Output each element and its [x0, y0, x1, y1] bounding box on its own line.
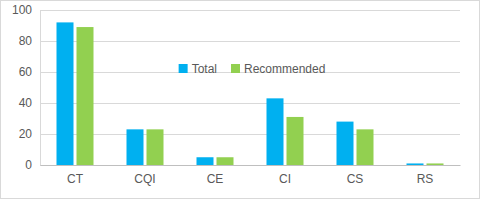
x-tick: CI: [279, 165, 291, 186]
bar: [197, 157, 214, 165]
x-tick: CE: [207, 165, 224, 186]
y-tick: 80: [19, 34, 40, 48]
legend-swatch: [231, 64, 240, 73]
legend-item: Total: [179, 62, 217, 76]
y-axis-line: [40, 11, 41, 166]
legend-swatch: [179, 64, 188, 73]
series: [57, 22, 424, 165]
y-tick-label: 80: [19, 34, 33, 48]
bar: [77, 27, 94, 165]
bar: [57, 22, 74, 165]
x-tick: CT: [67, 165, 84, 186]
y-tick-label: 20: [19, 127, 33, 141]
x-tick-label: CS: [347, 172, 364, 186]
y-tick-label: 40: [19, 96, 33, 110]
bar: [147, 129, 164, 165]
grid-line: [40, 165, 460, 166]
x-tick-label: CE: [207, 172, 224, 186]
bar: [337, 122, 354, 165]
x-axis-line: [41, 165, 461, 166]
bar: [427, 163, 444, 165]
y-tick-label: 0: [25, 158, 32, 172]
legend-item: Recommended: [231, 62, 325, 76]
chart-frame: [1, 1, 480, 199]
x-tick: CQI: [134, 165, 155, 186]
legend: Total Recommended: [179, 62, 326, 76]
grid-line: [40, 134, 460, 135]
y-tick: 100: [12, 3, 40, 17]
grid: [40, 11, 460, 166]
grid-line: [40, 103, 460, 104]
grid-line: [40, 41, 460, 42]
legend-label: Total: [192, 62, 217, 76]
y-axis: 0 20 40 60 80 100: [12, 3, 41, 172]
y-tick: 40: [19, 96, 40, 110]
series: [77, 27, 444, 165]
x-tick-label: CQI: [134, 172, 155, 186]
bar: [287, 117, 304, 165]
bar: [217, 157, 234, 165]
plot: 0 20 40 60 80 100 CT CQI CE CI CS RS Total Recommende…: [12, 3, 461, 185]
chart: 0 20 40 60 80 100 CT CQI CE CI CS RS Total Recommende…: [0, 0, 480, 199]
y-tick: 0: [25, 158, 40, 172]
x-axis: CT CQI CE CI CS RS: [41, 165, 461, 186]
y-tick-label: 60: [19, 65, 33, 79]
y-tick: 20: [19, 127, 40, 141]
bar: [127, 129, 144, 165]
x-tick-label: CT: [67, 172, 84, 186]
x-tick: CS: [347, 165, 364, 186]
y-tick-label: 100: [12, 3, 32, 17]
grid-line: [40, 10, 460, 11]
bars: [57, 22, 444, 165]
bar: [357, 129, 374, 165]
y-tick: 60: [19, 65, 40, 79]
x-tick-label: CI: [279, 172, 291, 186]
bar: [267, 98, 284, 165]
legend-label: Recommended: [244, 62, 325, 76]
x-tick: RS: [417, 165, 434, 186]
x-tick-label: RS: [417, 172, 434, 186]
bar: [407, 163, 424, 165]
